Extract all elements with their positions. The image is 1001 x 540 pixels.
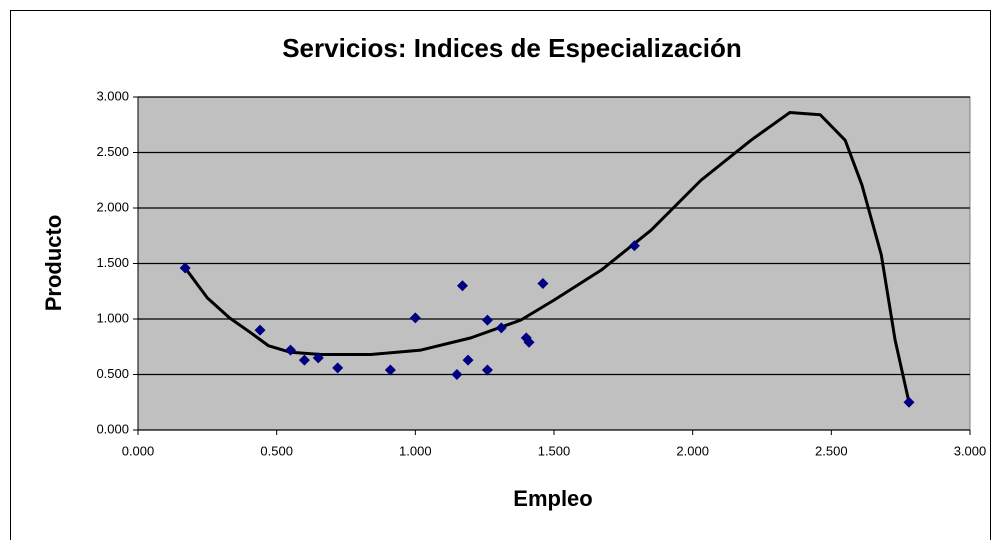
- x-axis-label: Empleo: [513, 486, 592, 511]
- trend-line: [183, 111, 911, 403]
- point: [254, 324, 266, 336]
- y-axis-label: Producto: [41, 215, 66, 312]
- point: [628, 240, 640, 252]
- point: [312, 352, 324, 364]
- point: [451, 369, 463, 380]
- point: [179, 262, 191, 274]
- y-tick-label: 0.500: [96, 366, 129, 381]
- point: [298, 354, 310, 366]
- y-tick-label: 0.000: [96, 421, 129, 436]
- x-tick-label: 0.000: [122, 443, 155, 458]
- x-tick-label: 1.500: [538, 443, 571, 458]
- x-tick-label: 1.000: [399, 443, 432, 458]
- point: [384, 364, 396, 376]
- point: [495, 322, 507, 334]
- x-tick-label: 2.000: [676, 443, 709, 458]
- y-tick-label: 2.500: [96, 144, 129, 159]
- x-tick-label: 2.500: [815, 443, 848, 458]
- point: [409, 312, 421, 324]
- y-tick-label: 1.000: [96, 310, 129, 325]
- point: [456, 280, 468, 292]
- chart-title: Servicios: Indices de Especialización: [282, 33, 742, 63]
- point: [537, 277, 549, 289]
- point: [462, 354, 474, 366]
- y-tick-label: 3.000: [96, 88, 129, 103]
- point: [523, 336, 535, 348]
- x-tick-label: 3.000: [954, 443, 987, 458]
- y-tick-label: 1.500: [96, 255, 129, 270]
- point: [481, 314, 493, 326]
- x-tick-label: 0.500: [260, 443, 293, 458]
- y-tick-label: 2.000: [96, 199, 129, 214]
- point: [481, 364, 493, 376]
- point: [903, 396, 915, 408]
- point: [332, 362, 344, 374]
- point: [285, 344, 297, 356]
